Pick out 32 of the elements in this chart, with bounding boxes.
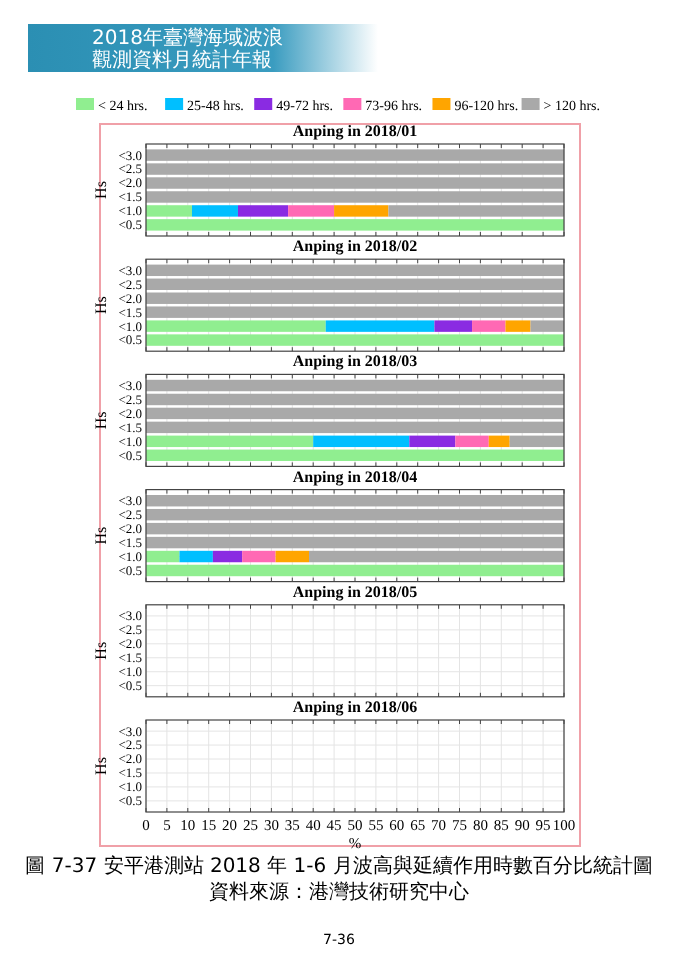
chart-title: Anping in 2018/03 xyxy=(292,352,418,371)
bar xyxy=(191,205,238,217)
bar xyxy=(242,550,276,563)
bar xyxy=(275,550,310,563)
source-note: 資料來源：港灣技術研究中心 xyxy=(209,880,469,904)
bar xyxy=(488,435,510,448)
y-axis-title: Hs xyxy=(92,181,110,199)
text: 2018年臺灣海域波浪 xyxy=(92,26,283,50)
chart-title: Anping in 2018/06 xyxy=(292,698,418,716)
chart-title: Anping in 2018/02 xyxy=(292,237,418,256)
bar xyxy=(288,205,335,217)
bar xyxy=(237,205,289,217)
y-axis-title: Hs xyxy=(92,526,110,545)
y-axis-title: Hs xyxy=(92,411,110,430)
y-axis-title: Hs xyxy=(92,296,110,315)
chart-title: Anping in 2018/01 xyxy=(292,122,418,140)
caption: 圖 7-37 安平港測站 2018 年 1-6 月波高與延續作用時數百分比統計圖 xyxy=(25,854,653,878)
text: 觀測資料月統計年報 xyxy=(92,48,272,72)
chart-title: Anping in 2018/04 xyxy=(292,467,418,486)
bar xyxy=(325,320,435,332)
chart-title: Anping in 2018/05 xyxy=(292,582,418,601)
y-axis-title: Hs xyxy=(92,641,110,660)
bar xyxy=(334,205,389,217)
bar xyxy=(505,320,531,332)
bar xyxy=(313,435,410,448)
bar xyxy=(409,435,456,448)
bar xyxy=(472,320,506,332)
bar xyxy=(434,320,473,332)
bar xyxy=(455,435,489,448)
bar xyxy=(179,550,213,563)
y-axis-title: Hs xyxy=(92,757,110,775)
bar xyxy=(212,550,243,563)
